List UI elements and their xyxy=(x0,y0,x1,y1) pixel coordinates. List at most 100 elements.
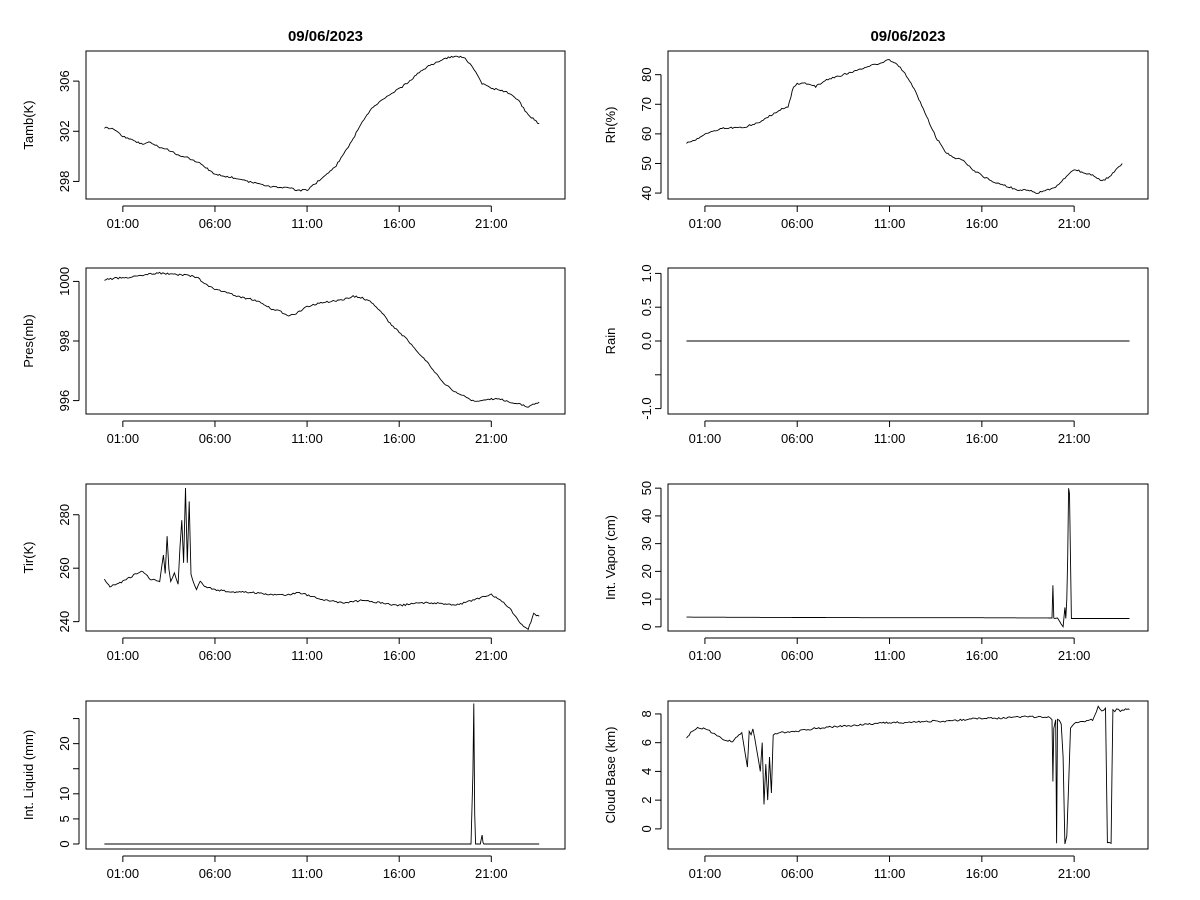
panel-liquid: 01:00 06:00 11:00 16:00 21:00 0 5 10 20 Int. Liqu… xyxy=(21,700,566,881)
y-tick-label: -1.0 xyxy=(639,397,654,419)
y-tick-label: 260 xyxy=(57,557,72,579)
y-axis-label: Pres(mb) xyxy=(21,314,36,367)
y-tick-label: 240 xyxy=(57,611,72,633)
x-tick-label: 21:00 xyxy=(1058,431,1091,446)
x-tick-label: 06:00 xyxy=(199,866,232,881)
panel-vapor: 01:00 06:00 11:00 16:00 21:00 0 10 20 30 40 50 Int.… xyxy=(603,481,1149,663)
x-tick-label: 11:00 xyxy=(291,866,323,881)
x-tick-label: 11:00 xyxy=(291,216,323,231)
x-tick-label: 11:00 xyxy=(291,648,323,663)
x-tick-label: 16:00 xyxy=(383,648,416,663)
y-tick-label: 302 xyxy=(57,120,72,142)
plot-frame xyxy=(667,267,1149,415)
y-tick-label: 0 xyxy=(57,840,72,847)
plot-frame xyxy=(667,483,1149,632)
x-tick-label: 21:00 xyxy=(475,648,508,663)
x-tick-label: 01:00 xyxy=(107,431,140,446)
y-tick-label: 0.5 xyxy=(639,298,654,316)
y-tick-label: 10 xyxy=(57,787,72,801)
right-column-title: 09/06/2023 xyxy=(870,28,946,45)
x-tick-label: 11:00 xyxy=(874,648,906,663)
plot-frame xyxy=(85,267,566,415)
plot-frame xyxy=(667,50,1149,200)
x-tick-label: 16:00 xyxy=(383,216,416,231)
y-tick-label: 80 xyxy=(639,67,654,81)
x-tick-label: 01:00 xyxy=(689,216,722,231)
y-axis-label: Rh(%) xyxy=(603,107,618,144)
y-tick-label: 50 xyxy=(639,481,654,495)
plot-frame xyxy=(85,700,566,850)
x-tick-label: 16:00 xyxy=(383,431,416,446)
x-tick-label: 06:00 xyxy=(199,431,232,446)
panel-pres: 01:00 06:00 11:00 16:00 21:00 996 998 1000 Pres(… xyxy=(21,267,566,446)
x-tick-label: 01:00 xyxy=(689,866,722,881)
y-tick-label: 306 xyxy=(57,70,72,92)
series-line-vapor xyxy=(686,488,1130,629)
x-tick-label: 16:00 xyxy=(966,648,999,663)
x-tick-label: 21:00 xyxy=(1058,866,1091,881)
x-tick-label: 21:00 xyxy=(475,866,508,881)
x-tick-label: 11:00 xyxy=(291,431,323,446)
y-tick-label: 998 xyxy=(57,330,72,352)
x-tick-label: 01:00 xyxy=(107,216,140,231)
y-tick-label: 4 xyxy=(639,768,654,775)
y-axis-label: Rain xyxy=(603,328,618,355)
x-tick-label: 21:00 xyxy=(1058,216,1091,231)
y-tick-label: 996 xyxy=(57,390,72,412)
series-line-tamb xyxy=(104,55,540,192)
y-tick-label: 20 xyxy=(639,564,654,578)
y-axis-label: Tamb(K) xyxy=(21,100,36,149)
panel-rh: 01:00 06:00 11:00 16:00 21:00 40 50 60 70 80 Rh(%) xyxy=(603,50,1149,231)
y-tick-label: 1.0 xyxy=(639,264,654,282)
x-tick-label: 01:00 xyxy=(107,648,140,663)
panel-rain: 01:00 06:00 11:00 16:00 21:00 -1.0 0.0 0.5 1.0 Ra… xyxy=(603,264,1149,446)
x-tick-label: 06:00 xyxy=(781,431,814,446)
x-tick-label: 11:00 xyxy=(874,866,906,881)
panel-tamb: 01:00 06:00 11:00 16:00 21:00 298 302 306 Tamb(K… xyxy=(21,50,566,231)
y-tick-label: 0 xyxy=(639,825,654,832)
y-tick-label: 60 xyxy=(639,127,654,141)
y-tick-label: 50 xyxy=(639,156,654,170)
series-line-tir xyxy=(104,487,540,631)
series-line-cloud xyxy=(686,705,1130,845)
y-tick-label: 70 xyxy=(639,97,654,111)
plot-frame xyxy=(85,50,566,200)
y-tick-label: 6 xyxy=(639,739,654,746)
y-tick-label: 8 xyxy=(639,710,654,717)
x-tick-label: 16:00 xyxy=(383,866,416,881)
y-tick-label: 0.0 xyxy=(639,332,654,350)
x-tick-label: 16:00 xyxy=(966,866,999,881)
x-tick-label: 06:00 xyxy=(781,866,814,881)
x-tick-label: 11:00 xyxy=(874,216,906,231)
y-tick-label: 5 xyxy=(57,815,72,822)
y-tick-label: 40 xyxy=(639,509,654,523)
y-tick-label: 280 xyxy=(57,504,72,526)
series-line-pres xyxy=(104,271,540,408)
x-tick-label: 06:00 xyxy=(781,648,814,663)
panel-tir: 01:00 06:00 11:00 16:00 21:00 240 260 280 Tir(K) xyxy=(21,483,566,663)
left-column-title: 09/06/2023 xyxy=(287,28,364,45)
y-axis-label: Cloud Base (km) xyxy=(603,727,618,824)
x-tick-label: 16:00 xyxy=(966,431,999,446)
x-tick-label: 21:00 xyxy=(475,431,508,446)
x-tick-label: 06:00 xyxy=(199,216,232,231)
y-tick-label: 40 xyxy=(639,186,654,200)
x-tick-label: 01:00 xyxy=(107,866,140,881)
x-tick-label: 01:00 xyxy=(689,648,722,663)
y-axis-label: Int. Vapor (cm) xyxy=(603,515,618,600)
y-tick-label: 298 xyxy=(57,171,72,193)
y-tick-label: 30 xyxy=(639,536,654,550)
y-tick-label: 2 xyxy=(639,797,654,804)
x-tick-label: 06:00 xyxy=(199,648,232,663)
x-tick-label: 21:00 xyxy=(475,216,508,231)
y-axis-label: Int. Liquid (mm) xyxy=(21,730,36,820)
y-tick-label: 1000 xyxy=(57,267,72,296)
y-tick-label: 0 xyxy=(639,623,654,630)
plot-frame xyxy=(85,483,566,632)
x-tick-label: 11:00 xyxy=(874,431,906,446)
x-tick-label: 16:00 xyxy=(966,216,999,231)
panel-cloud: 01:00 06:00 11:00 16:00 21:00 0 2 4 6 8 Cloud Base… xyxy=(603,700,1149,881)
plot-frame xyxy=(667,700,1149,850)
y-tick-label: 10 xyxy=(639,592,654,606)
